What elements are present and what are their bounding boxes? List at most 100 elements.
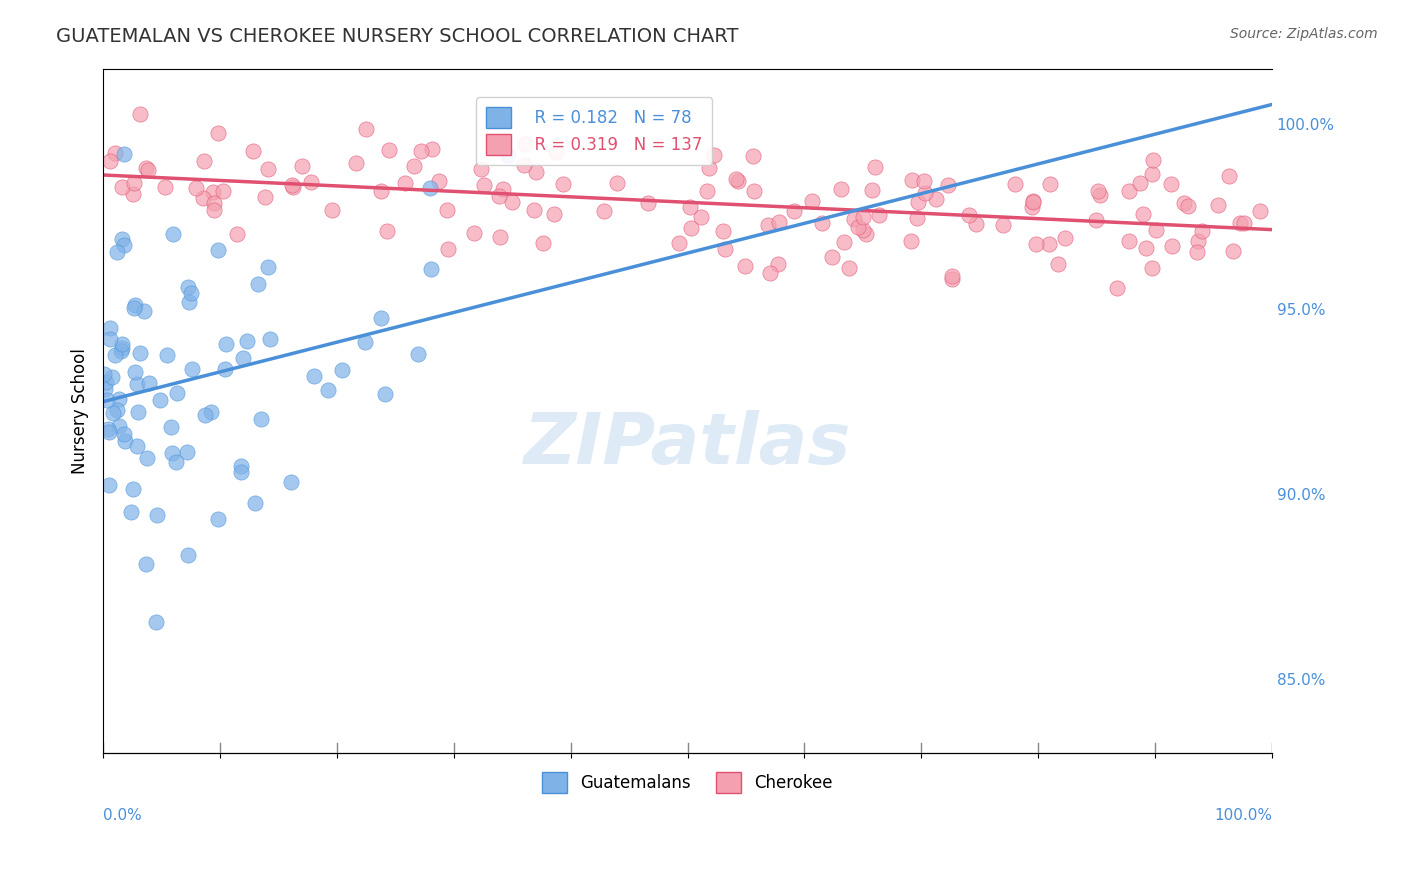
Point <box>1022 194 1045 209</box>
Point <box>1022 194 1045 208</box>
Point <box>553 177 575 191</box>
Point <box>177 548 200 562</box>
Point <box>257 260 280 274</box>
Point <box>744 184 766 198</box>
Point <box>1021 200 1043 214</box>
Point <box>531 236 554 251</box>
Point <box>291 159 314 173</box>
Point <box>419 181 441 195</box>
Point <box>153 180 176 194</box>
Point <box>111 341 134 355</box>
Point <box>127 439 149 453</box>
Point <box>135 161 157 175</box>
Point <box>1132 207 1154 221</box>
Point <box>177 295 200 310</box>
Point <box>842 211 865 226</box>
Point <box>1140 260 1163 275</box>
Point <box>606 176 628 190</box>
Text: 100.0%: 100.0% <box>1213 808 1272 823</box>
Point <box>941 269 963 284</box>
Point <box>419 262 441 277</box>
Point <box>281 179 304 194</box>
Point <box>437 242 460 256</box>
Point <box>200 405 222 419</box>
Point <box>1233 216 1256 230</box>
Point <box>97 422 120 436</box>
Point <box>354 122 377 136</box>
Point <box>96 376 118 390</box>
Point <box>711 223 734 237</box>
Point <box>420 142 443 156</box>
Point <box>374 386 396 401</box>
Point <box>111 337 134 351</box>
Point <box>820 250 842 264</box>
Point <box>214 362 236 376</box>
Point <box>1105 281 1128 295</box>
Point <box>912 174 935 188</box>
Point <box>207 126 229 140</box>
Point <box>855 227 877 241</box>
Point <box>907 194 929 209</box>
Point <box>470 161 492 176</box>
Point <box>699 161 721 175</box>
Point <box>703 147 725 161</box>
Point <box>111 232 134 246</box>
Point <box>832 235 855 250</box>
Point <box>905 211 928 226</box>
Point <box>316 384 339 398</box>
Point <box>191 191 214 205</box>
Point <box>112 427 135 442</box>
Point <box>1142 153 1164 167</box>
Point <box>160 446 183 460</box>
Text: Source: ZipAtlas.com: Source: ZipAtlas.com <box>1230 27 1378 41</box>
Point <box>1206 198 1229 212</box>
Point <box>741 149 763 163</box>
Text: ZIPatlas: ZIPatlas <box>524 410 851 479</box>
Point <box>1053 231 1076 245</box>
Point <box>94 383 117 397</box>
Point <box>159 419 181 434</box>
Point <box>936 178 959 193</box>
Point <box>105 245 128 260</box>
Point <box>121 186 143 201</box>
Point <box>370 184 392 198</box>
Point <box>176 445 198 459</box>
Point <box>215 337 238 351</box>
Point <box>679 201 702 215</box>
Point <box>491 182 513 196</box>
Point <box>727 173 749 187</box>
Point <box>713 242 735 256</box>
Point <box>965 217 987 231</box>
Point <box>1038 237 1060 252</box>
Point <box>1161 238 1184 252</box>
Point <box>1090 188 1112 202</box>
Point <box>860 183 883 197</box>
Point <box>177 280 200 294</box>
Point <box>122 301 145 315</box>
Point <box>97 478 120 492</box>
Point <box>98 425 121 439</box>
Point <box>830 181 852 195</box>
Point <box>402 159 425 173</box>
Point <box>112 238 135 252</box>
Point <box>378 143 401 157</box>
Point <box>1177 199 1199 213</box>
Point <box>259 332 281 346</box>
Point <box>229 466 252 480</box>
Point <box>1140 167 1163 181</box>
Point <box>145 615 167 629</box>
Point <box>180 285 202 300</box>
Point <box>681 221 703 235</box>
Point <box>354 335 377 350</box>
Point <box>488 188 510 202</box>
Point <box>211 184 233 198</box>
Point <box>280 475 302 489</box>
Point <box>125 377 148 392</box>
Point <box>100 321 122 335</box>
Point <box>201 185 224 199</box>
Point <box>863 161 886 175</box>
Point <box>501 194 523 209</box>
Point <box>193 154 215 169</box>
Point <box>1218 169 1240 184</box>
Point <box>135 557 157 571</box>
